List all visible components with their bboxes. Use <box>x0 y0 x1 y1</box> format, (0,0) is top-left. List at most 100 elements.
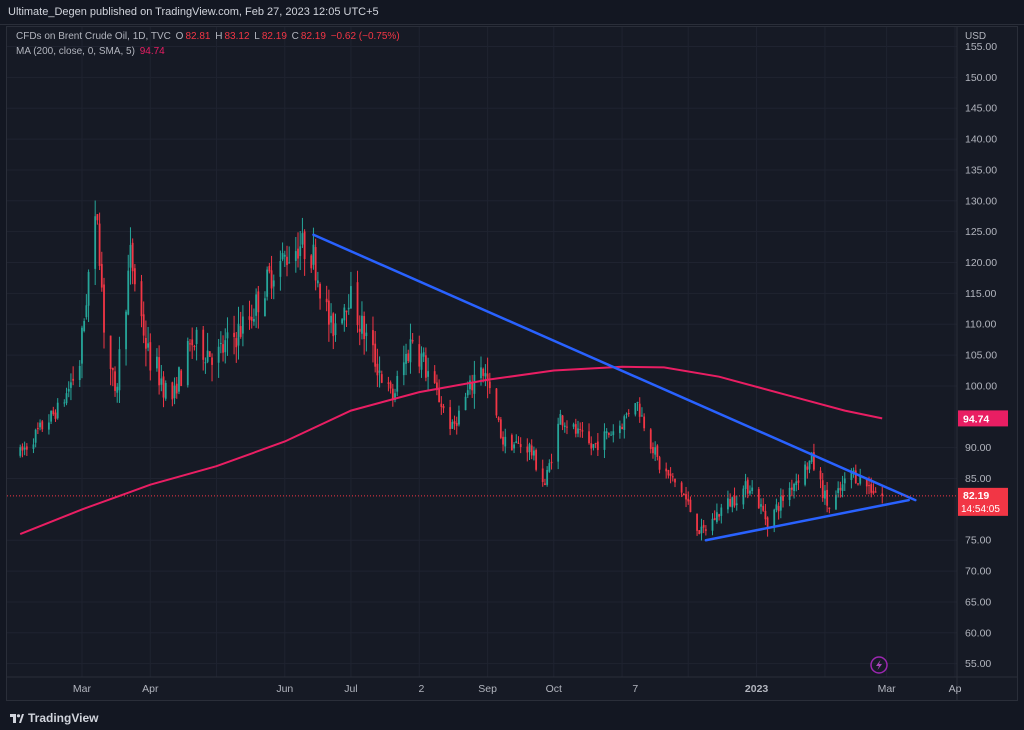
candle-body <box>195 329 198 344</box>
price-tick-label: 155.00 <box>965 41 997 53</box>
candle-body <box>495 388 498 416</box>
candle-body <box>111 367 114 371</box>
candle-body <box>704 529 707 531</box>
chart-pane[interactable]: USD 155.00 150.00 145.00 140.00 135.00 130.00 1… <box>6 26 1018 701</box>
candle-body <box>109 335 112 370</box>
candle-body <box>687 498 690 502</box>
candle-body <box>581 430 584 432</box>
candle-body <box>202 329 205 360</box>
publisher-line: Ultimate_Degen published on TradingView.… <box>8 6 379 18</box>
candle-body <box>843 478 846 484</box>
price-tick-label: 120.00 <box>965 257 997 269</box>
candle-body <box>607 432 610 435</box>
candle-body <box>171 382 174 400</box>
candle-body <box>751 487 754 492</box>
candle-body <box>325 298 328 303</box>
candle-body <box>47 422 50 430</box>
candle-body <box>605 431 608 434</box>
candle-body <box>160 378 163 385</box>
candle-body <box>50 410 52 422</box>
candle-body <box>559 414 562 425</box>
candle-body <box>334 323 337 336</box>
candle-body <box>189 343 191 345</box>
candle-body <box>147 343 149 348</box>
candle-body <box>455 422 458 426</box>
candle-body <box>343 307 346 321</box>
candle-body <box>618 425 621 434</box>
candle-body <box>235 338 238 348</box>
price-tick-label: 110.00 <box>965 319 996 331</box>
candle-body <box>627 413 630 415</box>
candle-body <box>144 337 147 349</box>
candle-body <box>775 504 778 510</box>
candle-body <box>729 499 732 507</box>
candle-body <box>656 445 659 457</box>
candle-body <box>41 421 44 430</box>
candle-body <box>557 423 560 462</box>
flash-bolt-icon <box>876 660 882 670</box>
candle-body <box>175 383 178 394</box>
candle-body <box>193 346 196 348</box>
tradingview-logo-icon <box>10 714 24 724</box>
candle-body <box>156 356 158 369</box>
candle-body <box>142 314 145 336</box>
candle-body <box>32 444 35 449</box>
price-tick-label: 140.00 <box>965 134 997 146</box>
open-value: 82.81 <box>185 31 211 42</box>
candle-body <box>361 315 363 334</box>
candle-body <box>865 478 868 487</box>
ma200-line <box>19 365 883 536</box>
candle-body <box>782 495 784 501</box>
footer: TradingView <box>0 703 1024 730</box>
candle-body <box>442 406 445 409</box>
candle-body <box>162 376 165 398</box>
candle-body <box>874 491 877 493</box>
candle-body <box>268 266 271 272</box>
candle-body <box>294 251 297 262</box>
candle-body <box>21 446 24 451</box>
candle-body <box>872 490 875 494</box>
candle-body <box>881 493 884 496</box>
candle-body <box>140 281 143 317</box>
candle-body <box>270 270 273 289</box>
candle-body <box>499 419 502 438</box>
high-label: H <box>215 31 223 42</box>
candle-body <box>482 368 485 376</box>
currency-label: USD <box>965 31 986 42</box>
close-label: C <box>291 31 299 42</box>
ma-price-tag <box>958 410 1008 427</box>
candle-body <box>700 526 703 534</box>
candle-body <box>363 316 366 339</box>
candle-body <box>669 473 672 476</box>
candle-body <box>702 524 705 528</box>
candle-body <box>257 291 260 313</box>
candle-body <box>272 280 275 287</box>
candle-body <box>824 490 826 499</box>
candle-body <box>204 362 207 364</box>
candle-body <box>698 530 701 534</box>
candle-body <box>835 494 837 510</box>
candle-body <box>837 488 840 493</box>
candle-body <box>742 488 745 505</box>
candle-body <box>316 280 319 284</box>
candle-body <box>546 469 549 485</box>
candle-body <box>610 434 612 436</box>
candle-body <box>596 441 599 451</box>
candle-body <box>219 342 222 344</box>
candle-body <box>510 435 513 451</box>
candle-body <box>760 504 762 507</box>
price-tick-label: 100.00 <box>965 380 997 392</box>
candle-body <box>603 431 606 450</box>
time-axis: Mar Apr Jun Jul 2 Sep Oct 7 2023 Mar Ap <box>73 683 962 695</box>
candle-body <box>70 382 72 388</box>
time-tick-label: Mar <box>73 683 92 695</box>
candle-body <box>427 371 429 377</box>
candle-body <box>39 422 41 428</box>
candle-body <box>810 452 813 462</box>
tradingview-logo[interactable]: TradingView <box>10 711 98 725</box>
candle-body <box>365 332 368 337</box>
candle-body <box>54 412 57 419</box>
ma-label: MA (200, close, 0, SMA, 5) <box>16 46 135 57</box>
candle-body <box>519 444 522 448</box>
